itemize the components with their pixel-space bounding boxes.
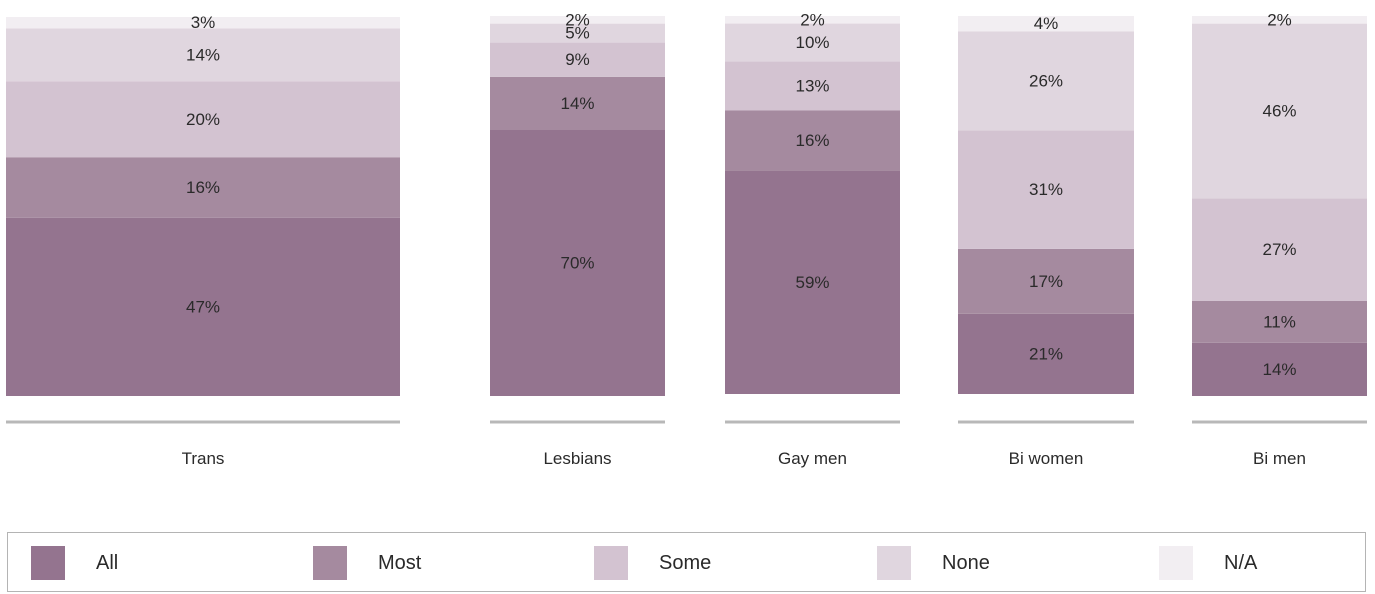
data-label: 70% <box>560 254 594 273</box>
data-label: 10% <box>795 33 829 52</box>
data-label: 13% <box>795 76 829 95</box>
data-label: 20% <box>186 110 220 129</box>
data-label: 26% <box>1029 71 1063 90</box>
bar-segment-none-gay-men <box>725 23 900 62</box>
legend-label: N/A <box>1224 551 1258 574</box>
category-label: Bi men <box>1253 449 1306 468</box>
bar-segment-some-trans <box>6 81 400 158</box>
legend-swatch <box>31 546 65 580</box>
bar-segment-most-trans <box>6 157 400 218</box>
data-label: 21% <box>1029 344 1063 363</box>
legend-item: All <box>31 545 118 581</box>
data-label: 46% <box>1262 102 1296 121</box>
legend-item: None <box>877 545 990 581</box>
data-label: 3% <box>191 13 216 32</box>
data-label: 16% <box>795 131 829 150</box>
legend-item: Most <box>313 545 421 581</box>
bar-segment-most-bi-men <box>1192 301 1367 343</box>
bar-segment-n-a-bi-men <box>1192 16 1367 24</box>
legend-label: Most <box>378 551 422 574</box>
legend-label: Some <box>659 551 712 574</box>
bar-segment-none-bi-men <box>1192 23 1367 199</box>
bar-segment-most-bi-women <box>958 248 1134 314</box>
bar-segment-some-gay-men <box>725 61 900 111</box>
bar-segment-some-lesbians <box>490 42 665 77</box>
legend-swatch <box>594 546 628 580</box>
bar-segment-n-a-trans <box>6 17 400 29</box>
category-label: Trans <box>182 449 225 468</box>
bar-segment-none-trans <box>6 28 400 82</box>
bar-segment-n-a-lesbians <box>490 16 665 24</box>
bar-segment-most-gay-men <box>725 110 900 171</box>
legend-label: All <box>96 551 119 574</box>
bar-segment-some-bi-men <box>1192 198 1367 301</box>
data-label: 31% <box>1029 180 1063 199</box>
data-label: 2% <box>565 10 590 29</box>
category-label: Bi women <box>1009 449 1084 468</box>
data-label: 4% <box>1034 14 1059 33</box>
legend-label: None <box>942 551 990 574</box>
legend: All Most Some None N/A <box>7 532 1366 592</box>
bar-segment-all-bi-men <box>1192 342 1367 396</box>
legend-swatch <box>877 546 911 580</box>
legend-swatch <box>313 546 347 580</box>
data-label: 14% <box>1262 360 1296 379</box>
data-label: 16% <box>186 178 220 197</box>
data-label: 5% <box>565 24 590 43</box>
bar-segment-all-lesbians <box>490 130 665 396</box>
data-label: 17% <box>1029 272 1063 291</box>
bar-segment-all-gay-men <box>725 170 900 394</box>
data-label: 14% <box>560 94 594 113</box>
data-label: 59% <box>795 273 829 292</box>
bar-segment-all-bi-women <box>958 313 1134 394</box>
legend-item: N/A <box>1159 545 1257 581</box>
bar-segment-all-trans <box>6 217 400 396</box>
data-label: 14% <box>186 45 220 64</box>
category-label: Gay men <box>778 449 847 468</box>
data-label: 47% <box>186 297 220 316</box>
bar-segment-most-lesbians <box>490 76 665 130</box>
data-label: 2% <box>1267 10 1292 29</box>
data-label: 11% <box>1263 312 1296 331</box>
category-label: Lesbians <box>543 449 611 468</box>
data-label: 9% <box>565 50 590 69</box>
bar-segment-n-a-bi-women <box>958 16 1134 32</box>
legend-item: Some <box>594 545 711 581</box>
data-label: 2% <box>800 10 825 29</box>
data-label: 27% <box>1262 240 1296 259</box>
bar-segment-some-bi-women <box>958 130 1134 249</box>
bar-segment-none-lesbians <box>490 23 665 43</box>
legend-swatch <box>1159 546 1193 580</box>
bar-segment-none-bi-women <box>958 31 1134 131</box>
bar-segment-n-a-gay-men <box>725 16 900 24</box>
